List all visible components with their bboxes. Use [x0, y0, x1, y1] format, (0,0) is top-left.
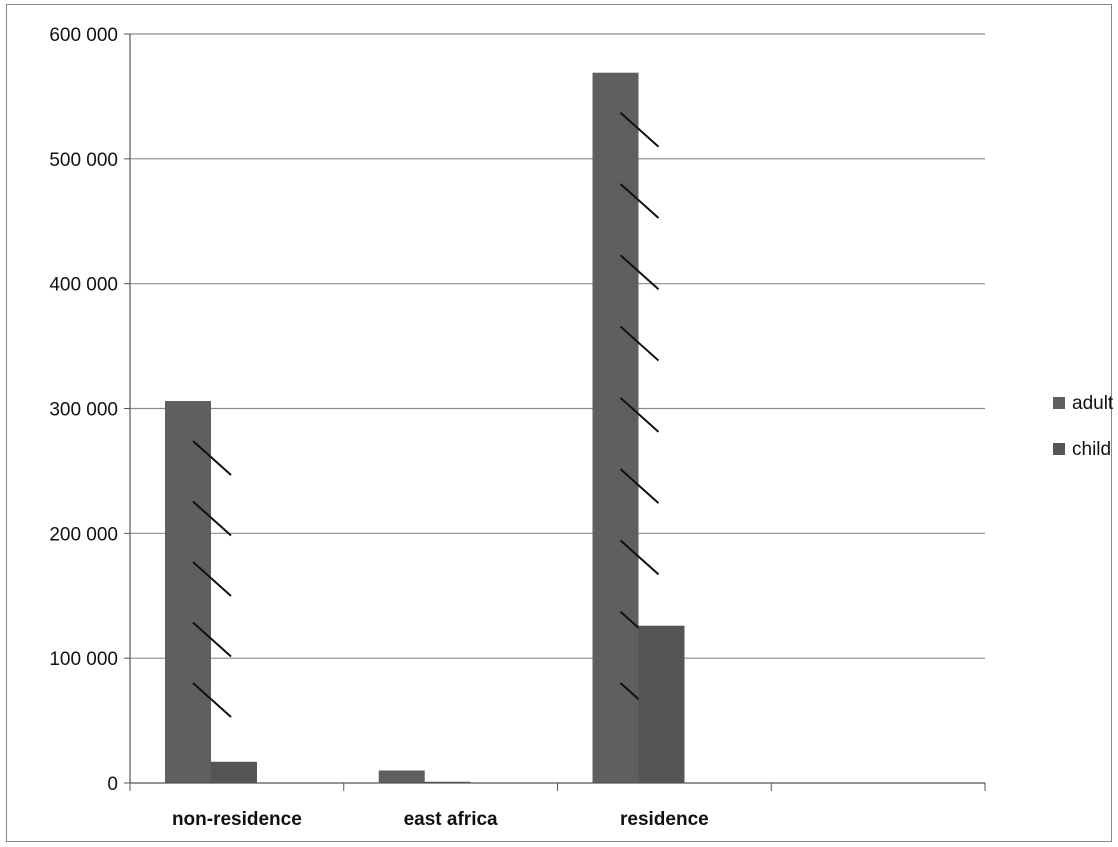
hatch-mark [619, 539, 660, 576]
x-axis-category-labels: non-residence east africa residence [172, 809, 709, 830]
hatch-mark [619, 325, 660, 362]
legend-swatch-adult [1053, 397, 1065, 409]
y-tick-label: 400 000 [49, 275, 118, 296]
bars [165, 72, 685, 783]
hatch-mark [619, 468, 660, 504]
axes [124, 33, 986, 791]
legend-label-child: child [1072, 439, 1111, 460]
bar-child [211, 761, 257, 783]
bar-adult [165, 401, 211, 783]
gridlines [130, 33, 985, 659]
y-tick-label: 100 000 [49, 649, 118, 670]
y-tick-label: 600 000 [49, 25, 118, 46]
bar-adult [592, 72, 639, 783]
y-tick-label: 300 000 [49, 400, 118, 421]
hatch-mark [192, 682, 232, 718]
legend-swatch-child [1053, 443, 1065, 455]
legend: adult child [1053, 393, 1114, 460]
bar-child [638, 625, 685, 783]
legend-label-adult: adult [1072, 393, 1114, 414]
hatch-mark [192, 440, 232, 476]
y-axis-tick-labels: 0 100 000 200 000 300 000 400 000 500 000 600 … [49, 25, 118, 795]
hatch-mark [192, 621, 232, 658]
hatch-mark [192, 561, 232, 597]
hatch-mark [619, 254, 660, 291]
x-category-label: residence [620, 809, 709, 830]
x-category-label: non-residence [172, 809, 302, 830]
hatch-mark [619, 183, 660, 219]
hatch-mark [192, 500, 232, 537]
hatch-mark [619, 111, 660, 148]
bar-child [424, 781, 471, 783]
bar-adult [378, 770, 425, 783]
hatch-mark [619, 397, 660, 433]
y-tick-label: 200 000 [49, 524, 118, 545]
y-tick-label: 0 [107, 774, 118, 795]
y-tick-label: 500 000 [49, 150, 118, 171]
x-category-label: east africa [404, 809, 498, 830]
